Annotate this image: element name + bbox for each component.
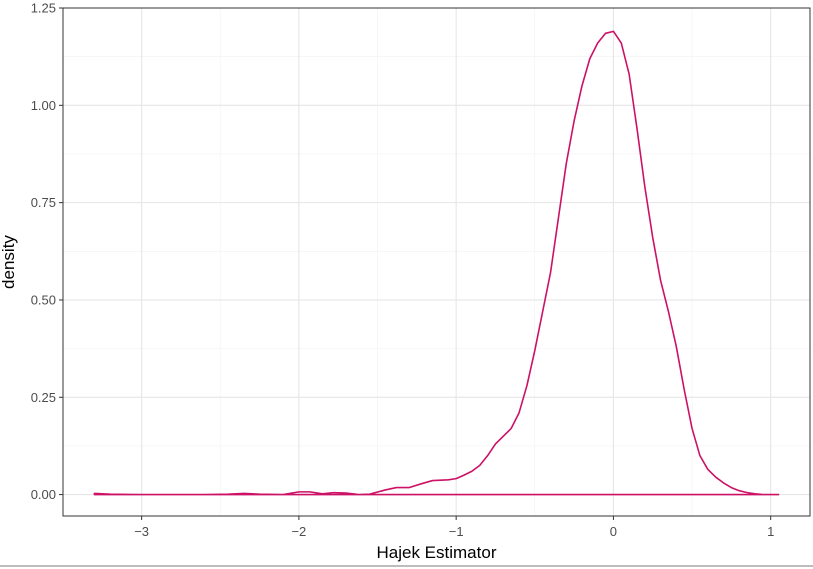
y-axis: 0.00 0.25 0.50 0.75 1.00 1.25	[31, 1, 63, 502]
x-tick-label: −2	[291, 524, 306, 539]
y-tick-label: 0.00	[31, 487, 56, 502]
x-axis: −3 −2 −1 0 1	[134, 516, 774, 539]
plot-panel	[63, 8, 810, 516]
x-tick-label: −3	[134, 524, 149, 539]
x-tick-label: 0	[610, 524, 617, 539]
bottom-rule	[0, 565, 813, 567]
y-axis-title: density	[0, 235, 18, 289]
y-tick-label: 0.50	[31, 292, 56, 307]
y-tick-label: 0.25	[31, 390, 56, 405]
plot-border	[62, 7, 811, 517]
y-tick-label: 1.25	[31, 1, 56, 16]
x-tick-label: 1	[767, 524, 774, 539]
y-tick-label: 1.00	[31, 98, 56, 113]
density-curve	[93, 30, 780, 496]
major-gridlines	[63, 7, 810, 516]
x-axis-title: Hajek Estimator	[377, 543, 497, 562]
minor-gridlines	[63, 8, 810, 516]
x-tick-label: −1	[449, 524, 464, 539]
series-layer	[93, 30, 780, 496]
y-tick-label: 0.75	[31, 195, 56, 210]
